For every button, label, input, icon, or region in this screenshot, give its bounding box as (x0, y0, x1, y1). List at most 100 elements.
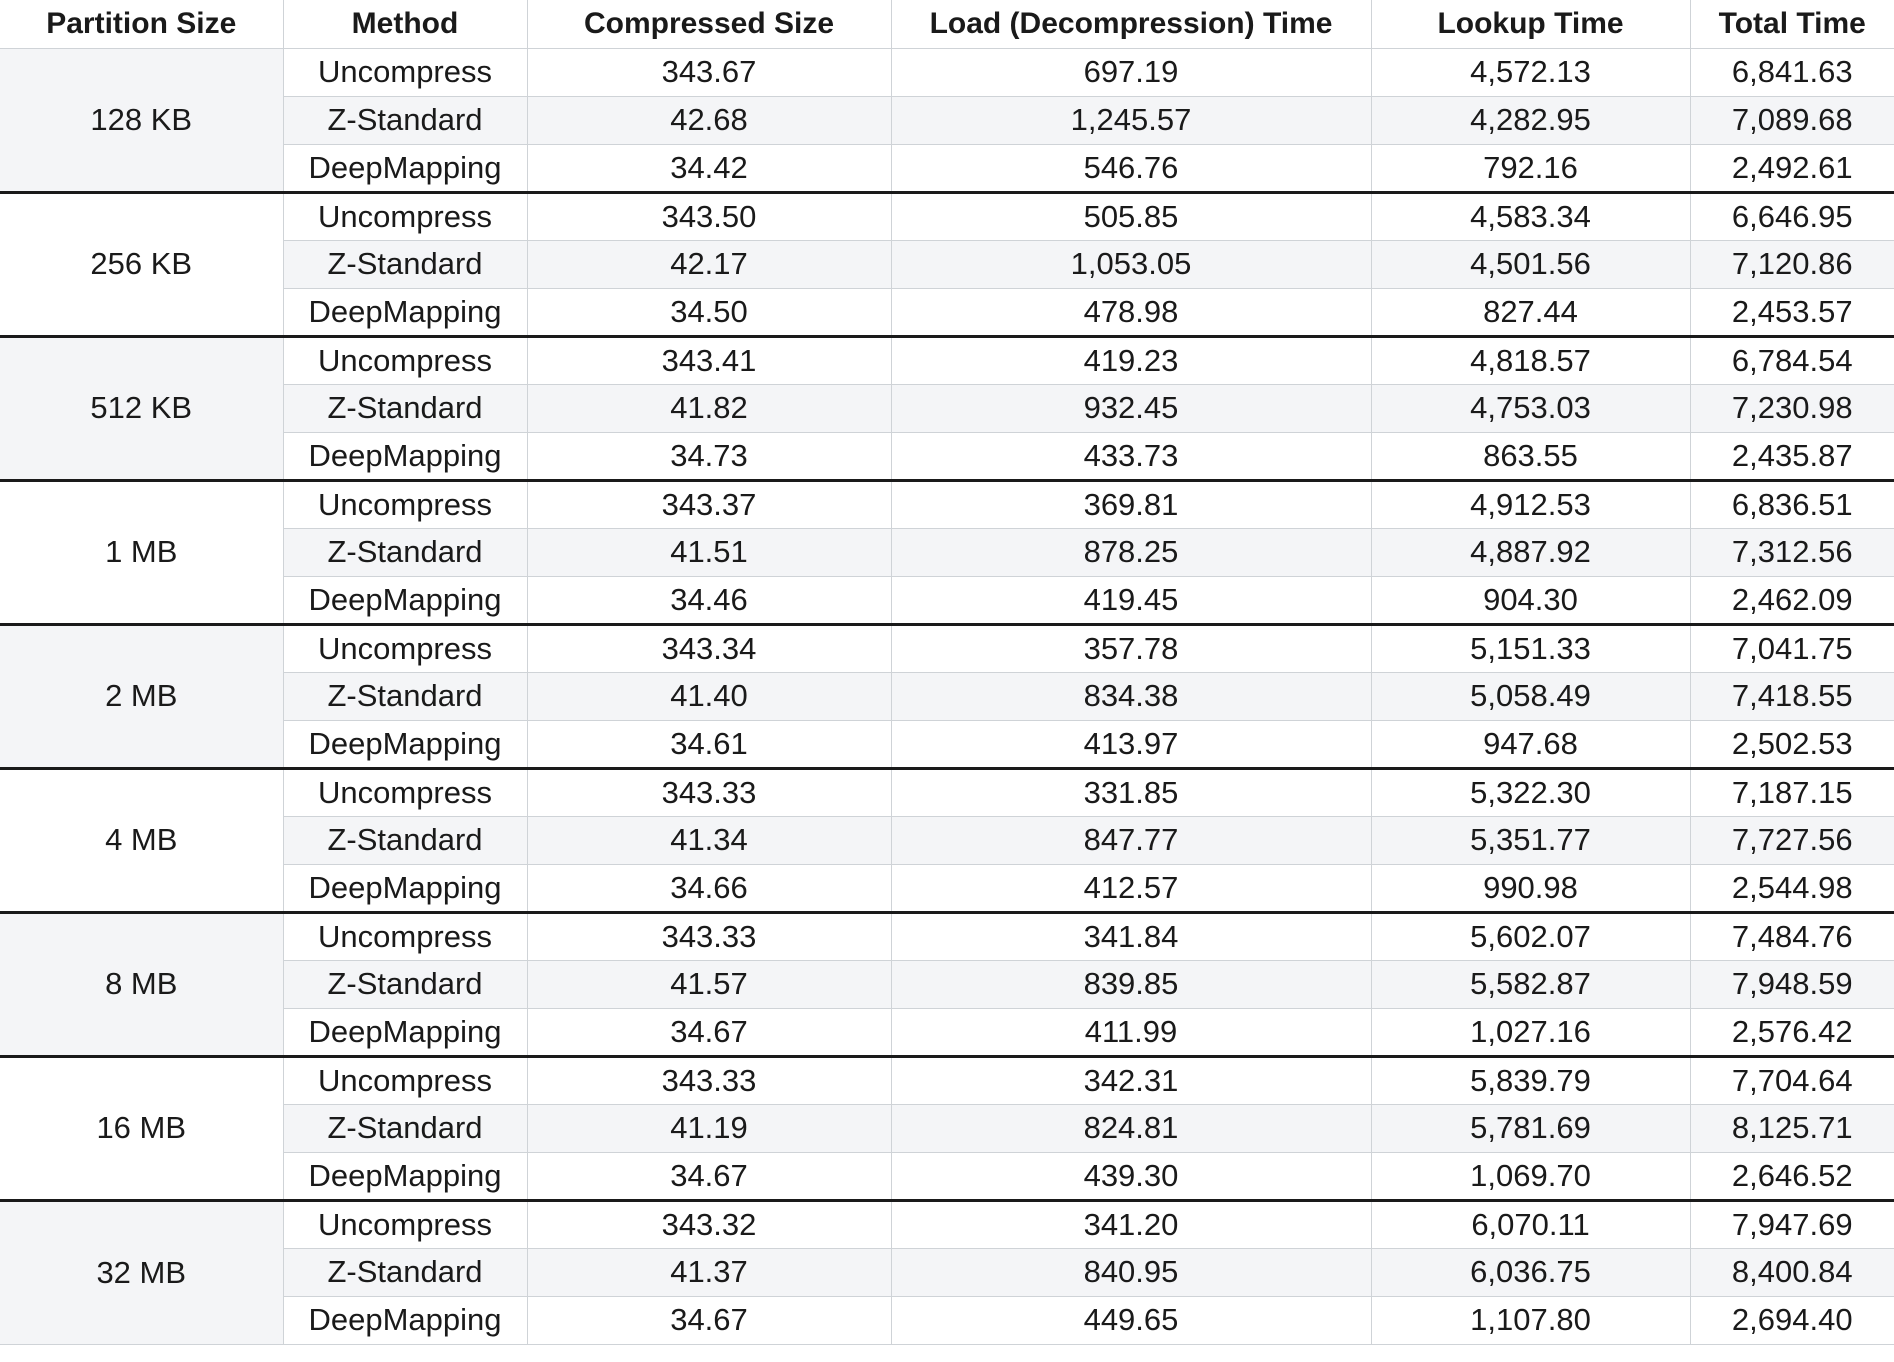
compressed-size-cell: 41.19 (526, 1103, 892, 1153)
table-row: DeepMapping 34.46 419.45 904.30 2,462.09 (0, 575, 1894, 625)
lookup-time-cell: 4,583.34 (1370, 190, 1691, 241)
compressed-size-cell: 34.67 (526, 1151, 892, 1201)
total-time-cell: 2,544.98 (1689, 863, 1894, 913)
partition-size-cell: 8 MB (0, 910, 284, 1057)
compressed-size-cell: 34.61 (526, 719, 892, 769)
partition-size-cell: 4 MB (0, 766, 284, 913)
method-cell: Uncompress (282, 910, 528, 961)
load-time-cell: 1,053.05 (890, 239, 1372, 289)
total-time-cell: 7,041.75 (1689, 622, 1894, 673)
lookup-time-cell: 4,912.53 (1370, 478, 1691, 529)
table-row: 512 KB Uncompress 343.41 419.23 4,818.57 6,78… (0, 334, 1894, 481)
total-time-cell: 7,947.69 (1689, 1198, 1894, 1249)
partition-size-cell: 256 KB (0, 190, 284, 337)
load-time-cell: 439.30 (890, 1151, 1372, 1201)
table-row: DeepMapping 34.66 412.57 990.98 2,544.98 (0, 863, 1894, 913)
total-time-cell: 6,836.51 (1689, 478, 1894, 529)
load-time-cell: 546.76 (890, 143, 1372, 193)
method-cell: Uncompress (282, 47, 528, 97)
load-time-cell: 878.25 (890, 527, 1372, 577)
method-cell: DeepMapping (282, 1007, 528, 1057)
lookup-time-cell: 904.30 (1370, 575, 1691, 625)
method-cell: DeepMapping (282, 719, 528, 769)
compressed-size-cell: 343.37 (526, 478, 892, 529)
lookup-time-cell: 1,069.70 (1370, 1151, 1691, 1201)
header-row: Partition Size Method Compressed Size Lo… (0, 0, 1894, 49)
method-cell: Uncompress (282, 478, 528, 529)
table-row: DeepMapping 34.50 478.98 827.44 2,453.57 (0, 287, 1894, 337)
compressed-size-cell: 34.66 (526, 863, 892, 913)
header-method: Method (282, 0, 528, 49)
compressed-size-cell: 343.67 (526, 47, 892, 97)
table-row: 128 KB Uncompress 343.67 697.19 4,572.13 6,84… (0, 47, 1894, 193)
header-total-time: Total Time (1689, 0, 1894, 49)
total-time-cell: 2,462.09 (1689, 575, 1894, 625)
total-time-cell: 7,704.64 (1689, 1054, 1894, 1105)
table-header: Partition Size Method Compressed Size Lo… (0, 0, 1894, 49)
method-cell: DeepMapping (282, 287, 528, 337)
compressed-size-cell: 343.33 (526, 910, 892, 961)
compressed-size-cell: 42.68 (526, 95, 892, 145)
table-body: 128 KB Uncompress 343.67 697.19 4,572.13 6,84… (0, 47, 1894, 1345)
method-cell: Uncompress (282, 190, 528, 241)
lookup-time-cell: 5,151.33 (1370, 622, 1691, 673)
lookup-time-cell: 863.55 (1370, 431, 1691, 481)
load-time-cell: 839.85 (890, 959, 1372, 1009)
lookup-time-cell: 4,572.13 (1370, 47, 1691, 97)
compressed-size-cell: 343.41 (526, 334, 892, 385)
lookup-time-cell: 4,501.56 (1370, 239, 1691, 289)
method-cell: Z-Standard (282, 527, 528, 577)
table-row: 8 MB Uncompress 343.33 341.84 5,602.07 7,484.… (0, 910, 1894, 1057)
total-time-cell: 7,120.86 (1689, 239, 1894, 289)
compressed-size-cell: 41.51 (526, 527, 892, 577)
lookup-time-cell: 5,582.87 (1370, 959, 1691, 1009)
table-row: Z-Standard 41.51 878.25 4,887.92 7,312.56 (0, 527, 1894, 577)
table-row: Z-Standard 41.37 840.95 6,036.75 8,400.84 (0, 1247, 1894, 1297)
method-cell: Z-Standard (282, 95, 528, 145)
lookup-time-cell: 5,781.69 (1370, 1103, 1691, 1153)
total-time-cell: 7,484.76 (1689, 910, 1894, 961)
load-time-cell: 840.95 (890, 1247, 1372, 1297)
lookup-time-cell: 5,602.07 (1370, 910, 1691, 961)
lookup-time-cell: 5,839.79 (1370, 1054, 1691, 1105)
total-time-cell: 7,948.59 (1689, 959, 1894, 1009)
lookup-time-cell: 4,282.95 (1370, 95, 1691, 145)
method-cell: Uncompress (282, 1054, 528, 1105)
compressed-size-cell: 343.33 (526, 1054, 892, 1105)
total-time-cell: 2,453.57 (1689, 287, 1894, 337)
lookup-time-cell: 1,107.80 (1370, 1295, 1691, 1345)
table-row: DeepMapping 34.42 546.76 792.16 2,492.61 (0, 143, 1894, 193)
total-time-cell: 2,694.40 (1689, 1295, 1894, 1345)
method-cell: Z-Standard (282, 383, 528, 433)
table-row: DeepMapping 34.67 439.30 1,069.70 2,646.52 (0, 1151, 1894, 1201)
load-time-cell: 433.73 (890, 431, 1372, 481)
header-load-time: Load (Decompression) Time (890, 0, 1372, 49)
compressed-size-cell: 42.17 (526, 239, 892, 289)
partition-size-cell: 16 MB (0, 1054, 284, 1201)
method-cell: DeepMapping (282, 1295, 528, 1345)
load-time-cell: 847.77 (890, 815, 1372, 865)
table-row: Z-Standard 41.34 847.77 5,351.77 7,727.56 (0, 815, 1894, 865)
total-time-cell: 2,646.52 (1689, 1151, 1894, 1201)
method-cell: DeepMapping (282, 1151, 528, 1201)
compressed-size-cell: 343.32 (526, 1198, 892, 1249)
load-time-cell: 369.81 (890, 478, 1372, 529)
load-time-cell: 412.57 (890, 863, 1372, 913)
method-cell: Z-Standard (282, 959, 528, 1009)
table-row: DeepMapping 34.67 449.65 1,107.80 2,694.40 (0, 1295, 1894, 1345)
lookup-time-cell: 6,070.11 (1370, 1198, 1691, 1249)
table-row: Z-Standard 42.68 1,245.57 4,282.95 7,089.68 (0, 95, 1894, 145)
total-time-cell: 7,727.56 (1689, 815, 1894, 865)
method-cell: Uncompress (282, 334, 528, 385)
load-time-cell: 505.85 (890, 190, 1372, 241)
load-time-cell: 834.38 (890, 671, 1372, 721)
table-row: 32 MB Uncompress 343.32 341.20 6,070.11 7,947… (0, 1198, 1894, 1345)
table-row: 4 MB Uncompress 343.33 331.85 5,322.30 7,187.… (0, 766, 1894, 913)
method-cell: DeepMapping (282, 575, 528, 625)
method-cell: DeepMapping (282, 863, 528, 913)
compressed-size-cell: 41.34 (526, 815, 892, 865)
total-time-cell: 7,230.98 (1689, 383, 1894, 433)
lookup-time-cell: 947.68 (1370, 719, 1691, 769)
lookup-time-cell: 5,058.49 (1370, 671, 1691, 721)
load-time-cell: 341.84 (890, 910, 1372, 961)
